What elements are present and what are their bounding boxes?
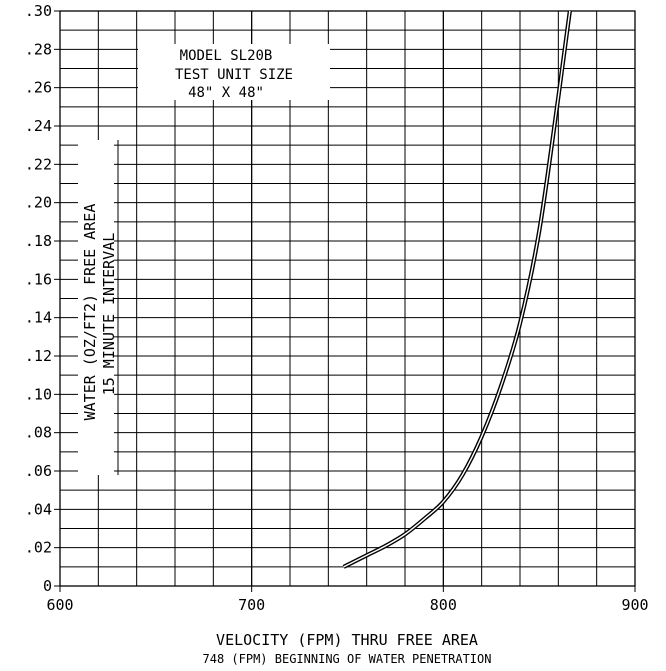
y-axis-label: WATER (OZ/FT2) FREE AREA 15 MINUTE INTER… (78, 140, 119, 475)
y-tick-label: 0 (43, 577, 52, 595)
y-tick-label: .08 (25, 424, 52, 442)
y-tick-label: .06 (25, 462, 52, 480)
series-line-inner (343, 10, 571, 568)
x-axis-note: 748 (FPM) BEGINNING OF WATER PENETRATION (203, 652, 492, 666)
x-tick-label: 600 (46, 596, 73, 614)
y-tick-labels: 0 .02 .04 .06 .08 .10 .12 .14 .16 .18 .20 .22 .24 .26… (25, 2, 60, 595)
y-tick-label: .20 (25, 194, 52, 212)
y-axis-label-line-2: 15 MINUTE INTERVAL (100, 233, 118, 396)
annotation-line-2: TEST UNIT SIZE (175, 67, 293, 83)
annotation-line-3: 48" X 48" (188, 85, 264, 101)
annotation-line-1: MODEL SL20B (180, 48, 273, 64)
y-tick-label: .28 (25, 40, 52, 58)
x-tick-label: 700 (238, 596, 265, 614)
y-tick-label: .18 (25, 232, 52, 250)
y-axis-label-line-1: WATER (OZ/FT2) FREE AREA (81, 204, 99, 421)
y-tick-label: .04 (25, 500, 52, 518)
y-tick-label: .02 (25, 539, 52, 557)
y-tick-label: .24 (25, 117, 52, 135)
series-layer (342, 10, 572, 569)
y-tick-label: .26 (25, 79, 52, 97)
y-tick-label: .16 (25, 270, 52, 288)
y-tick-label: .14 (25, 309, 52, 327)
x-tick-labels: 600 700 800 900 (46, 586, 649, 614)
x-tick-label: 800 (430, 596, 457, 614)
y-tick-label: .10 (25, 385, 52, 403)
model-annotation: MODEL SL20B TEST UNIT SIZE 48" X 48" (138, 44, 330, 101)
y-tick-label: .12 (25, 347, 52, 365)
x-tick-label: 900 (621, 596, 648, 614)
y-tick-label: .22 (25, 155, 52, 173)
x-axis-title: VELOCITY (FPM) THRU FREE AREA (216, 631, 478, 649)
grid-major (251, 11, 444, 586)
plot-frame (59, 10, 636, 587)
y-tick-label: .30 (25, 2, 52, 20)
